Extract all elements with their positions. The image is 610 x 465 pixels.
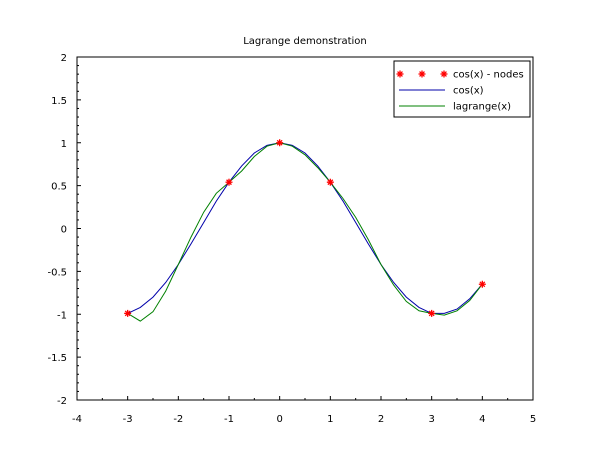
x-tick-label: 5 [530, 414, 536, 425]
y-tick-label: -1.5 [47, 353, 67, 364]
x-tick-label: 3 [428, 414, 434, 425]
legend: cos(x) - nodes cos(x) lagrange(x) [393, 60, 531, 118]
x-tick-label: 0 [276, 414, 282, 425]
x-tick-label: -4 [72, 414, 82, 425]
y-tick-label: 2 [61, 53, 67, 64]
x-tick-label: 2 [378, 414, 384, 425]
legend-label: cos(x) [453, 86, 484, 97]
y-axis: -2 -1.5 -1 -0.5 0 0.5 1 1.5 2 [47, 53, 81, 407]
x-tick-label: -1 [224, 414, 234, 425]
x-tick-label: -2 [173, 414, 183, 425]
y-tick-label: 1.5 [51, 96, 67, 107]
node-point [428, 309, 436, 317]
legend-label: lagrange(x) [453, 102, 511, 113]
y-tick-label: -0.5 [47, 267, 67, 278]
series-line-lagrange-x- [127, 142, 483, 322]
series-layer [124, 139, 486, 322]
node-point [276, 139, 284, 147]
legend-label: cos(x) - nodes [453, 70, 524, 81]
legend-box [393, 60, 531, 118]
x-tick-label: -3 [123, 414, 133, 425]
y-tick-label: -2 [57, 396, 67, 407]
legend-items: cos(x) - nodes cos(x) lagrange(x) [396, 70, 524, 113]
x-tick-label: 1 [327, 414, 333, 425]
node-point [225, 178, 233, 186]
y-tick-label: 0 [61, 225, 67, 236]
x-tick-label: 4 [479, 414, 485, 425]
series-line-cos-x- [127, 142, 483, 314]
x-axis: -4 -3 -2 -1 0 1 2 3 4 5 [72, 396, 536, 425]
y-tick-label: 0.5 [51, 182, 67, 193]
y-tick-label: -1 [57, 310, 67, 321]
node-point [124, 309, 132, 317]
node-point [478, 280, 486, 288]
legend-marker [440, 70, 448, 78]
legend-marker [396, 70, 404, 78]
node-point [326, 178, 334, 186]
legend-marker [418, 70, 426, 78]
chart-title: Lagrange demonstration [243, 36, 367, 47]
y-tick-label: 1 [61, 139, 67, 150]
